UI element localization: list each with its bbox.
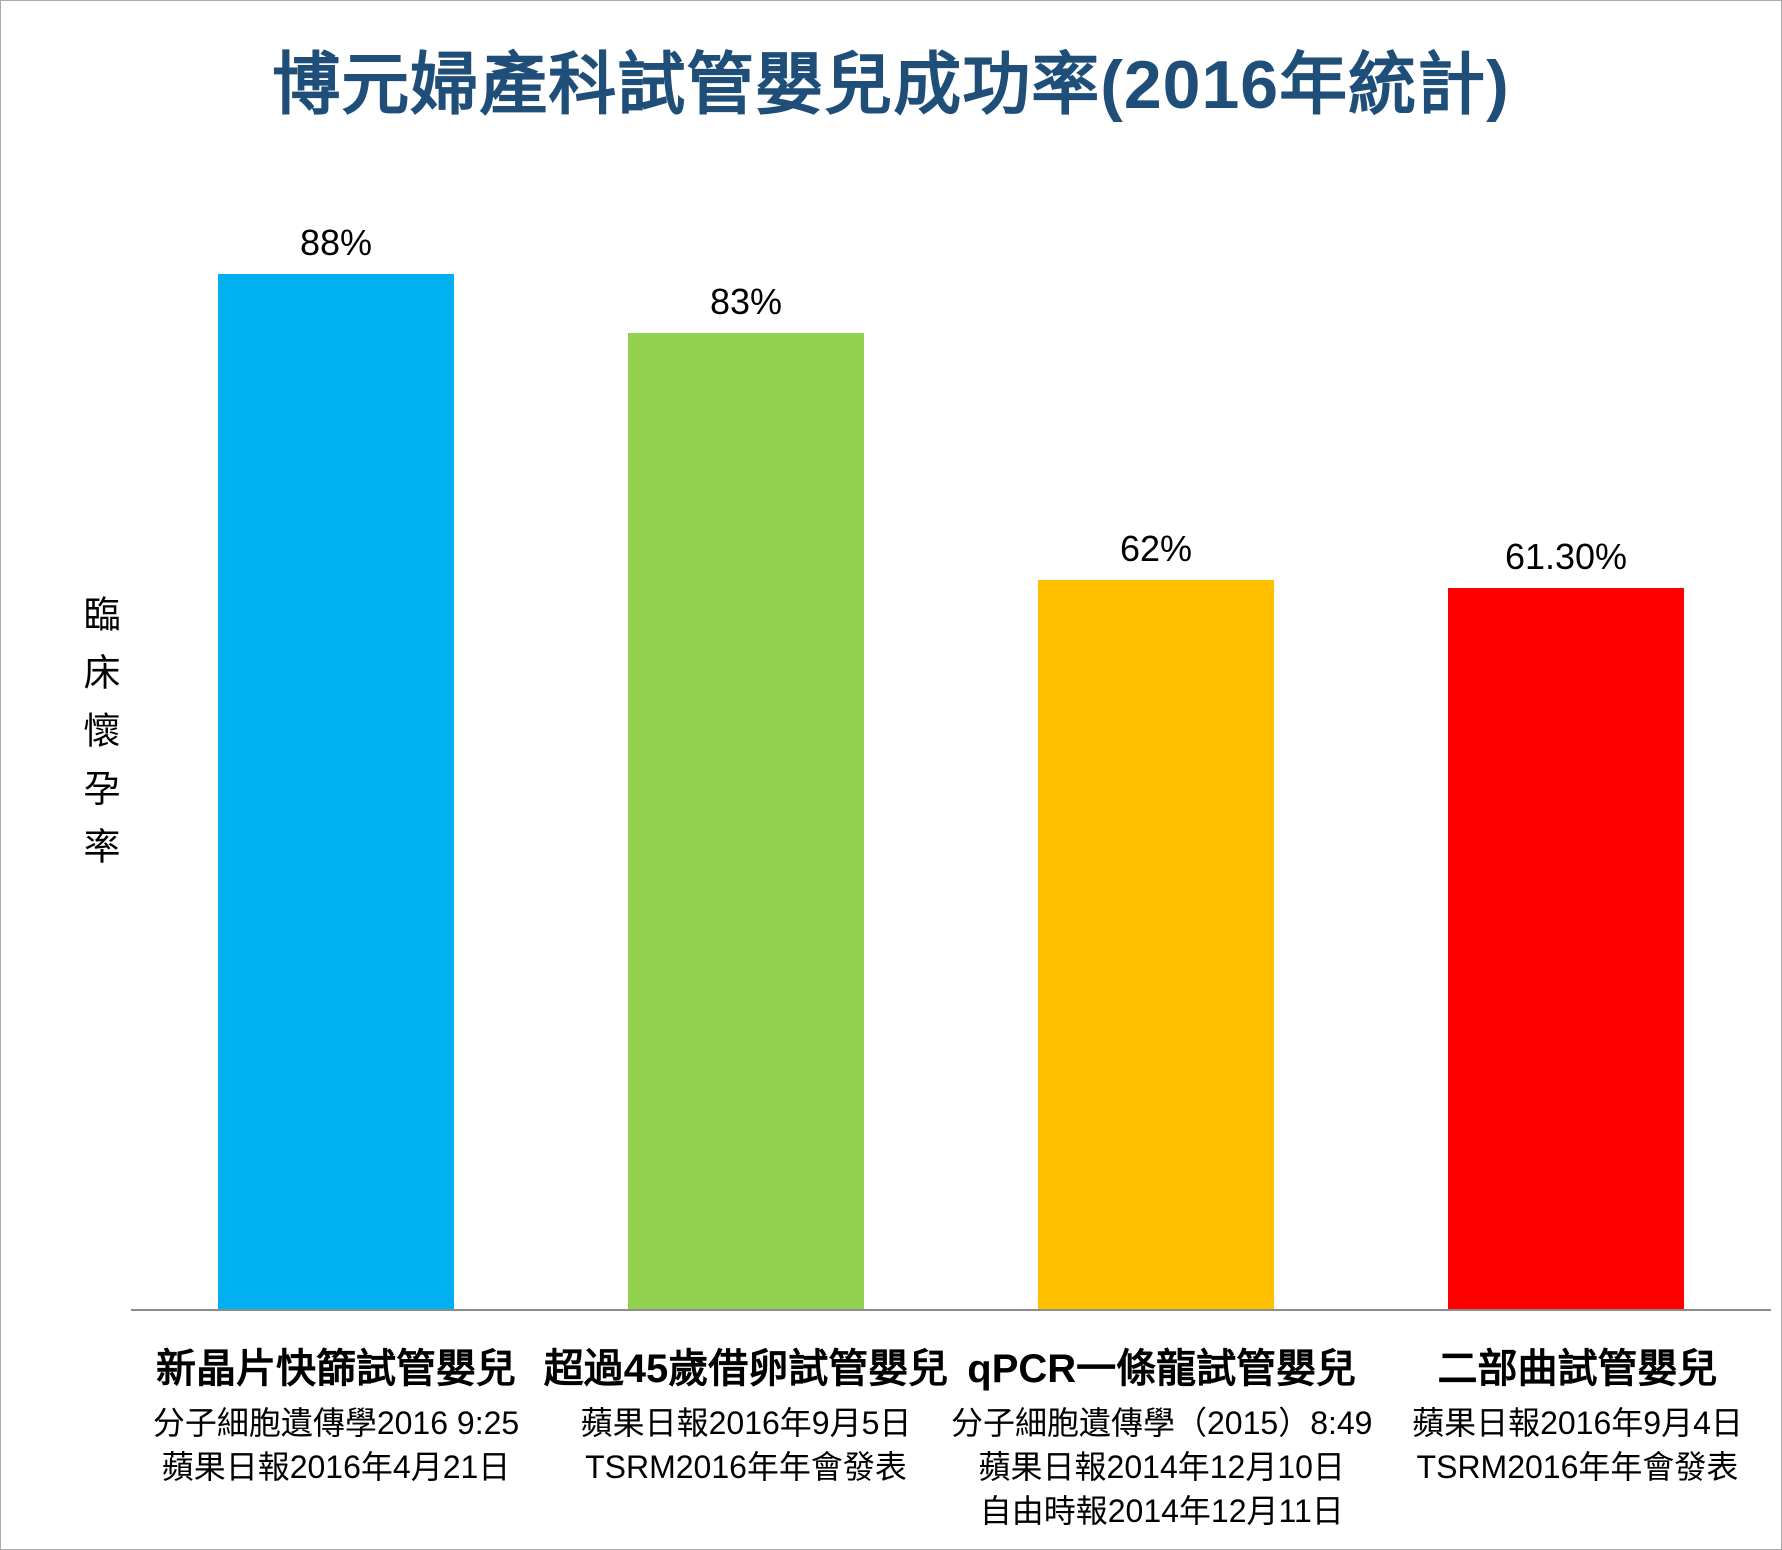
chart-title: 博元婦產科試管嬰兒成功率(2016年統計) [272, 47, 1510, 123]
category-slot-1: 新晶片快篩試管嬰兒 分子細胞遺傳學2016 9:25 蘋果日報2016年4月21… [131, 1347, 541, 1489]
bar-value-label-4: 61.30% [1504, 536, 1628, 577]
bar-slot-3: 62% [951, 528, 1361, 1309]
source-line: 蘋果日報2016年9月5日 [580, 1405, 912, 1441]
bar-value-label-3: 62% [1119, 528, 1193, 569]
bar-value-label-2: 83% [709, 281, 783, 322]
source-line: TSRM2016年年會發表 [585, 1449, 907, 1486]
category-slot-3: qPCR一條龍試管嬰兒 分子細胞遺傳學（2015）8:49 蘋果日報2014年1… [951, 1347, 1372, 1533]
source-line: TSRM2016年年會發表 [1416, 1449, 1739, 1486]
plot-area: 88% 83% 62% 61.30% [131, 161, 1771, 1311]
source-line: 自由時報2014年12月11日 [979, 1493, 1344, 1530]
source-line: 分子細胞遺傳學（2015）8:49 [951, 1405, 1373, 1441]
source-line: 蘋果日報2014年12月10日 [978, 1449, 1345, 1486]
source-line: 蘋果日報2016年4月21日 [161, 1449, 511, 1486]
category-label-1: 新晶片快篩試管嬰兒 [156, 1347, 516, 1391]
source-line: 分子細胞遺傳學2016 9:25 [152, 1405, 520, 1441]
bar-1 [218, 274, 454, 1309]
x-axis-category-area: 新晶片快篩試管嬰兒 分子細胞遺傳學2016 9:25 蘋果日報2016年4月21… [131, 1313, 1771, 1533]
category-slot-2: 超過45歲借卵試管嬰兒 蘋果日報2016年9月5日 TSRM2016年年會發表 [541, 1347, 951, 1489]
bar-value-label-1: 88% [299, 222, 373, 263]
category-label-4: 二部曲試管嬰兒 [1437, 1347, 1718, 1391]
category-label-2: 超過45歲借卵試管嬰兒 [543, 1347, 949, 1391]
bar-2 [628, 333, 864, 1309]
bar-3 [1038, 580, 1274, 1309]
bar-slot-2: 83% [541, 281, 951, 1309]
bar-4 [1448, 588, 1684, 1309]
bar-slot-1: 88% [131, 222, 541, 1309]
y-axis-label: 臨床懷孕率 [78, 595, 119, 885]
source-line: 蘋果日報2016年9月4日 [1412, 1405, 1743, 1441]
category-slot-4: 二部曲試管嬰兒 蘋果日報2016年9月4日 TSRM2016年年會發表 [1372, 1347, 1781, 1489]
bar-slot-4: 61.30% [1361, 536, 1771, 1309]
category-label-3: qPCR一條龍試管嬰兒 [967, 1347, 1357, 1391]
